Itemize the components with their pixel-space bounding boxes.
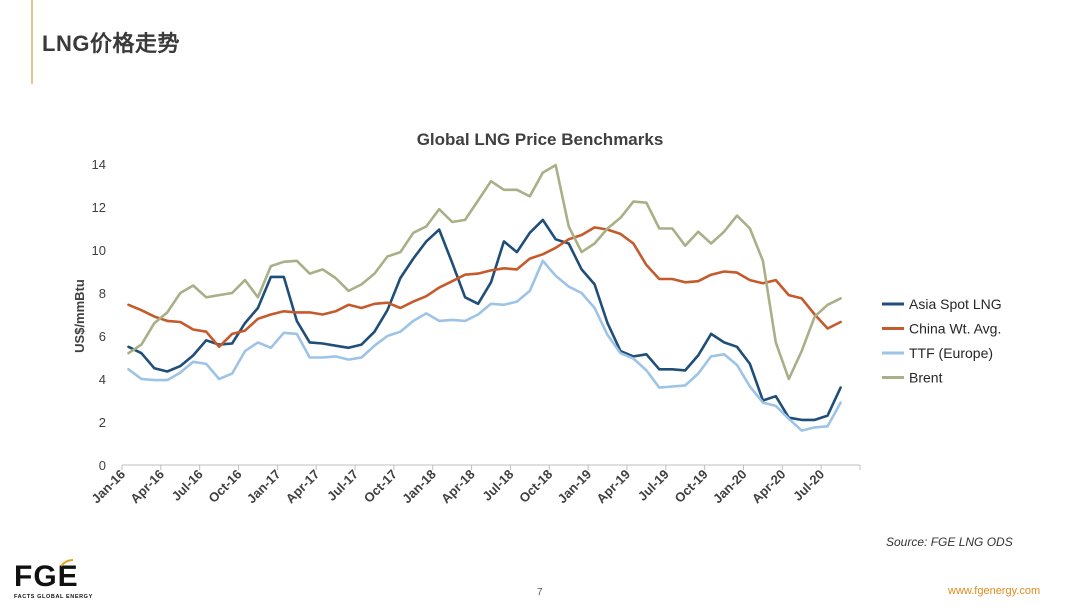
website-link[interactable]: www.fgenergy.com <box>948 585 1041 597</box>
legend-label: TTF (Europe) <box>909 345 993 361</box>
x-tick-label: Oct-18 <box>516 467 555 506</box>
legend: Asia Spot LNG China Wt. Avg. TTF (Europe) B… <box>882 296 1002 386</box>
series-lines <box>127 163 842 432</box>
x-tick-label: Oct-19 <box>672 467 711 506</box>
y-tick-label: 6 <box>99 329 106 344</box>
y-tick-label: 8 <box>99 286 106 301</box>
legend-label: China Wt. Avg. <box>909 321 1001 337</box>
x-tick-label: Jul-16 <box>169 467 206 504</box>
slide-title: LNG价格走势 <box>42 31 180 56</box>
x-tick-label: Jan-20 <box>710 467 750 507</box>
series-line-china-wt-avg <box>127 226 842 349</box>
x-tick-label: Jan-18 <box>399 467 439 507</box>
series-line-ttf-europe <box>127 259 842 432</box>
legend-label: Asia Spot LNG <box>909 296 1002 312</box>
fge-logo: FGE FACTS GLOBAL ENERGY <box>14 559 93 600</box>
x-tick-label: Apr-19 <box>593 467 633 507</box>
x-tick-label: Jul-19 <box>635 467 672 504</box>
title-accent-line <box>31 0 33 84</box>
logo-subtitle: FACTS GLOBAL ENERGY <box>14 594 93 600</box>
y-tick-label: 2 <box>99 415 106 430</box>
legend-label: Brent <box>909 370 943 386</box>
x-axis-ticks: Jan-16 Apr-16 Jul-16 Oct-16 Jan-17 Apr-17 Jul-… <box>88 465 861 507</box>
x-tick-label: Jan-16 <box>88 467 128 507</box>
x-tick-label: Apr-18 <box>438 467 478 507</box>
series-line-brent <box>127 163 842 381</box>
y-tick-label: 10 <box>92 243 106 258</box>
x-tick-label: Oct-17 <box>361 467 400 506</box>
logo-accent-mark <box>60 559 74 567</box>
x-tick-label: Apr-16 <box>127 467 167 507</box>
x-tick-label: Jul-17 <box>324 467 361 504</box>
chart-title: Global LNG Price Benchmarks <box>417 130 664 149</box>
y-axis-label: US$/mmBtu <box>72 279 87 353</box>
page-number: 7 <box>537 587 543 598</box>
y-tick-label: 14 <box>92 157 106 172</box>
x-tick-label: Jul-18 <box>479 467 516 504</box>
x-tick-label: Jan-17 <box>244 467 284 507</box>
source-note: Source: FGE LNG ODS <box>886 535 1013 549</box>
y-tick-label: 4 <box>99 372 106 387</box>
x-tick-label: Apr-20 <box>749 467 789 507</box>
y-axis-ticks: 0 2 4 6 8 10 12 14 <box>92 157 106 473</box>
x-tick-label: Jul-20 <box>790 467 827 504</box>
x-tick-label: Oct-16 <box>205 467 244 506</box>
logo-wordmark: FGE <box>14 560 79 593</box>
y-tick-label: 12 <box>92 200 106 215</box>
x-tick-label: Jan-19 <box>554 467 594 507</box>
x-tick-label: Apr-17 <box>283 467 323 507</box>
series-line-asia-spot-lng <box>127 218 842 422</box>
y-tick-label: 0 <box>99 458 106 473</box>
